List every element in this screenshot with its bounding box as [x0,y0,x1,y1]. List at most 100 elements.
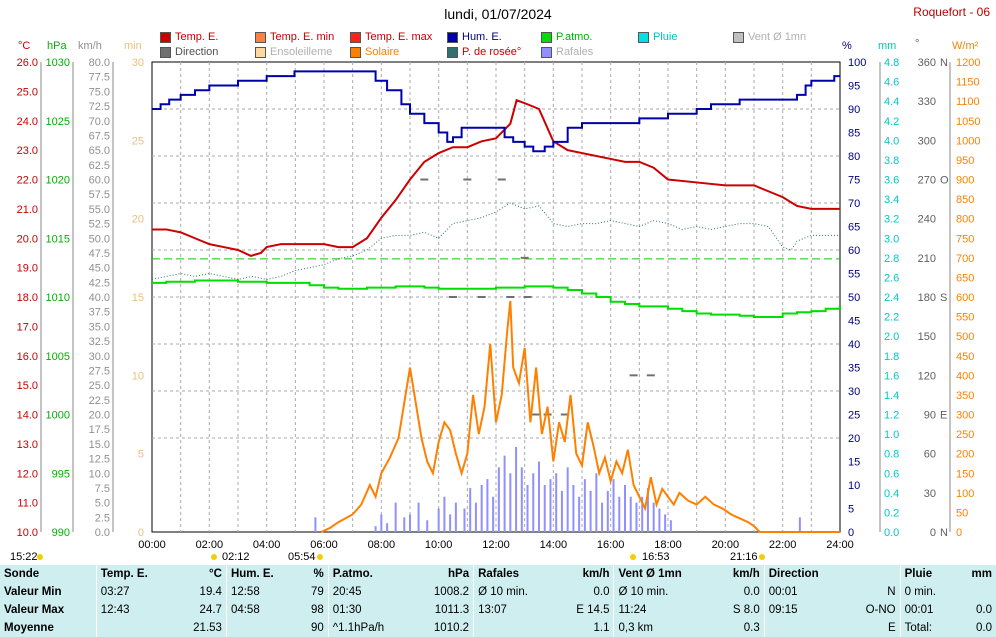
solar-tick-label: 50 [956,507,968,519]
rain-tick-label: 0.4 [884,488,899,500]
stats-cell: 90 [310,622,324,634]
sun-tick-label: 5 [138,449,144,461]
stats-h5: P.atmo. [327,565,413,583]
dir-tick-label: 150 [918,331,936,343]
wind-tick-label: 40.0 [89,292,110,304]
hum-tick-label: 30 [848,386,860,398]
wind-tick-label: 30.0 [89,351,110,363]
solar-tick-label: 450 [956,351,974,363]
legend-item: Rafales [541,46,593,58]
temp-tick-label: 18.0 [17,292,38,304]
solar-tick-label: 500 [956,331,974,343]
stats-cell: ^1.1hPa/h [327,619,413,637]
legend-label: P. de rosée° [462,46,522,58]
stats-cell: 12:58 [225,583,299,601]
wind-tick-label: 5.0 [95,498,110,510]
dir-tick-label: 360 [918,57,936,69]
wind-tick-label: 52.5 [89,219,110,231]
rain-tick-label: 0.8 [884,449,899,461]
sun-tick-label: 20 [132,214,144,226]
x-tick-label: 20:00 [712,539,740,551]
series-line [152,70,840,153]
stats-row-min: Valeur Min 03:27 19.4 12:58 79 20:45 100… [0,583,996,601]
stats-cell: 24.7 [199,604,222,616]
sun-tick-label: 30 [132,57,144,69]
temp-tick-label: 25.0 [17,86,38,98]
sun-marker-icon [759,554,765,560]
stats-h10: km/h [732,568,760,580]
unit-sun: min [124,40,142,52]
legend-swatch [541,46,552,58]
dir-tick-label: 210 [918,253,936,265]
dir-tick-label: 180 [918,292,936,304]
wind-tick-label: 32.5 [89,336,110,348]
stats-h7: Rafales [473,565,556,583]
x-tick-label: 10:00 [425,539,453,551]
rain-tick-label: 4.0 [884,135,899,147]
solar-tick-label: 550 [956,312,974,324]
hum-tick-label: 90 [848,104,860,116]
stats-row-max: Valeur Max 12:43 24.7 04:58 98 01:30 101… [0,601,996,619]
stats-cell: Ø 10 min. [613,583,715,601]
legend-item: Vent Ø 1mn [733,31,806,43]
legend-swatch [255,46,266,58]
wind-tick-label: 17.5 [89,424,110,436]
legend-label: Pluie [653,31,678,43]
stats-cell [473,619,556,637]
unit-temp: °C [18,40,31,52]
wind-tick-label: 67.5 [89,130,110,142]
hum-tick-label: 5 [848,504,854,516]
dir-tick-label: 300 [918,135,936,147]
press-tick-label: 990 [52,527,70,539]
rain-tick-label: 0.2 [884,507,899,519]
legend-swatch [638,31,649,43]
wind-tick-label: 62.5 [89,160,110,172]
temp-tick-label: 12.0 [17,468,38,480]
solar-tick-label: 150 [956,468,974,480]
temp-tick-label: 19.0 [17,263,38,275]
sun-tick-label: 15 [132,292,144,304]
legend-item: Temp. E. max [350,31,432,43]
x-tick-label: 12:00 [482,539,510,551]
stats-cell: Total: [899,619,956,637]
legend-item: Temp. E. [160,31,218,43]
stats-cell: 79 [310,586,324,598]
sun-marker-icon [37,554,43,560]
rain-tick-label: 4.8 [884,57,899,69]
legend-swatch [447,46,458,58]
solar-tick-label: 600 [956,292,974,304]
temp-tick-label: 26.0 [17,57,38,69]
chart-title: lundi, 01/07/2024 [444,6,552,22]
stats-cell: 1010.2 [433,622,470,634]
stats-cell: 00:01 [763,583,847,601]
stats-cell: 0.0 [976,622,992,634]
rain-tick-label: 4.4 [884,96,899,108]
dir-tick-letter: O [940,175,949,187]
legend-label: Vent Ø 1mn [748,31,807,43]
rain-tick-label: 3.4 [884,194,899,206]
stats-cell: 03:27 [95,583,175,601]
hum-tick-label: 85 [848,128,860,140]
wind-tick-label: 75.0 [89,86,110,98]
wind-tick-label: 55.0 [89,204,110,216]
solar-tick-label: 250 [956,429,974,441]
solar-tick-label: 850 [956,194,974,206]
temp-tick-label: 20.0 [17,233,38,245]
stats-cell [956,583,996,601]
solar-tick-label: 800 [956,214,974,226]
stats-cell: E 14.5 [576,604,610,616]
legend-swatch [350,31,361,43]
stats-cell: 20:45 [327,583,413,601]
solar-tick-label: 200 [956,449,974,461]
x-tick-label: 06:00 [310,539,338,551]
hum-tick-label: 80 [848,151,860,163]
rain-tick-label: 1.6 [884,370,899,382]
solar-tick-label: 1100 [956,96,980,108]
hum-tick-label: 20 [848,433,860,445]
sun-tick-label: 10 [132,370,144,382]
press-tick-label: 995 [52,468,70,480]
rain-tick-label: 2.2 [884,312,899,324]
hum-tick-label: 70 [848,198,860,210]
stats-cell [763,619,847,637]
unit-solar: W/m² [952,40,979,52]
